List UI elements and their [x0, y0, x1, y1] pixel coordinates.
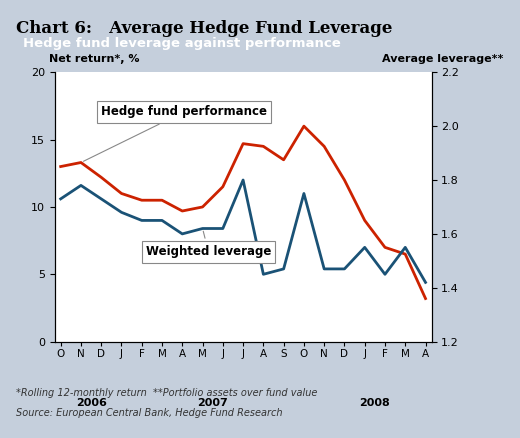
Text: Average leverage**: Average leverage**: [382, 53, 503, 64]
Text: Chart 6:   Average Hedge Fund Leverage: Chart 6: Average Hedge Fund Leverage: [16, 20, 392, 37]
Text: Weighted leverage: Weighted leverage: [146, 231, 271, 258]
Text: *Rolling 12-monthly return  **Portfolio assets over fund value: *Rolling 12-monthly return **Portfolio a…: [16, 388, 317, 398]
Text: 2008: 2008: [359, 398, 390, 408]
Text: 2007: 2007: [197, 398, 228, 408]
Text: 2006: 2006: [75, 398, 107, 408]
Text: Net return*, %: Net return*, %: [49, 53, 140, 64]
Text: Source: European Central Bank, Hedge Fund Research: Source: European Central Bank, Hedge Fun…: [16, 408, 282, 418]
Text: Hedge fund performance: Hedge fund performance: [83, 106, 267, 161]
Text: Hedge fund leverage against performance: Hedge fund leverage against performance: [23, 37, 341, 50]
